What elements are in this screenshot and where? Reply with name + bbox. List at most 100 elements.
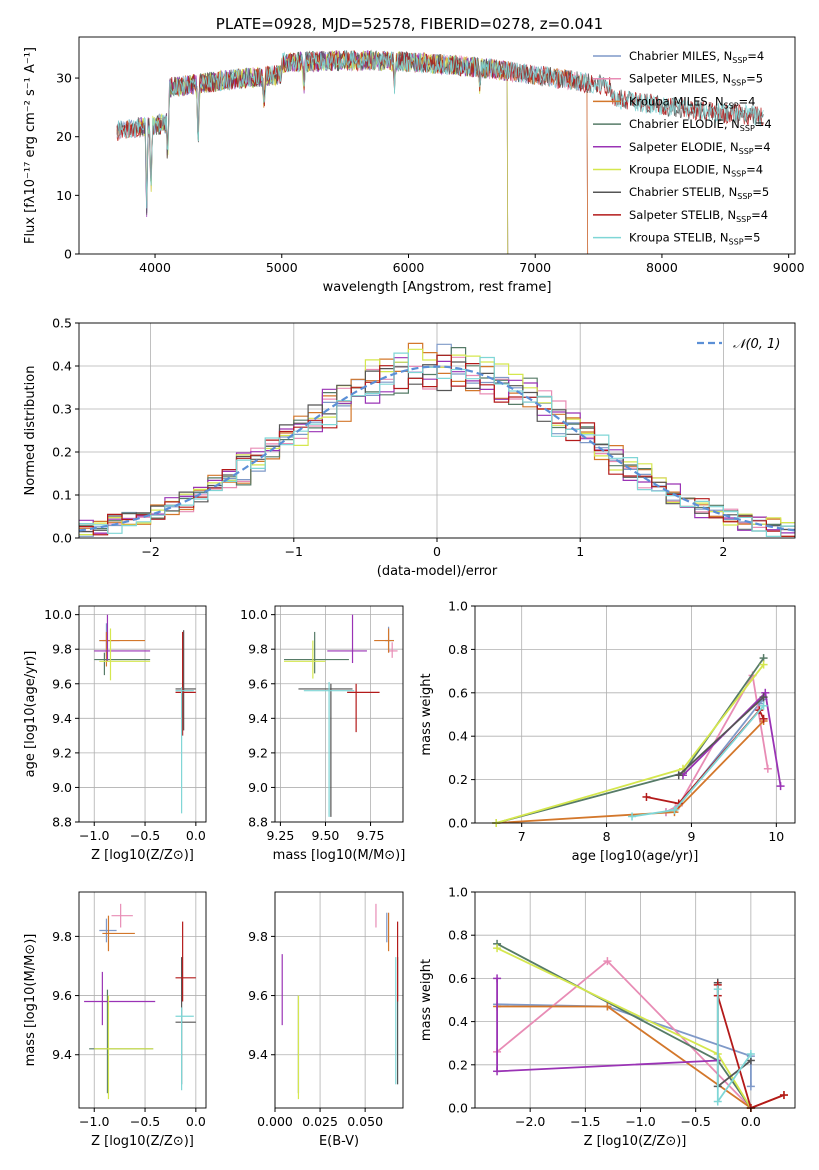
tick-label-y: 0.6 [448,971,468,986]
tick-label-x: −1.5 [570,1114,600,1129]
tick-label-y: 1.0 [448,599,468,614]
spectrum-legend: Chabrier MILES, NSSP=4 Salpeter MILES, NS… [593,49,772,247]
tick-label-y: 9.2 [52,745,72,760]
legend-entry: 𝒩(0, 1) [733,337,780,352]
axes-mass-vs-Z: −1.0 −0.5 0.0 9.4 9.6 9.8 Z [log10(Z/Z⊙)] mass … [23,891,207,1149]
tick-label-x: 4000 [139,260,171,275]
legend-entry: Salpeter STELIB, NSSP=4 [629,208,768,224]
tick-label-x: 2 [719,544,727,559]
tick-label-y: 0.0 [448,1101,468,1116]
weight-series [678,696,765,776]
tick-label-y: 9.2 [248,745,268,760]
tick-label-y: 0.0 [448,816,468,831]
weight-series [665,698,765,813]
axis-label-y: mass [log10(M/M⊙)] [23,934,38,1067]
tick-label-y: 9.4 [52,1047,72,1062]
tick-label-x: −2 [141,544,159,559]
tick-label-x: 0.0 [186,828,206,843]
axes-age-vs-mass: 9.25 9.50 9.75 8.8 9.0 9.2 9.4 9.6 9.8 10.0 mass [… [240,605,405,863]
weight-series [495,664,765,824]
tick-label-y: 10.0 [44,607,72,622]
legend-entry: Kroupa MILES, NSSP=4 [629,94,755,110]
axis-label-x: Z [log10(Z/Z⊙)] [584,1134,687,1149]
tick-label-y: 9.4 [248,711,268,726]
tick-label-y: 0.2 [448,1057,468,1072]
tick-label-y: 10.0 [240,607,268,622]
axis-label-x: Z [log10(Z/Z⊙)] [91,1134,194,1149]
tick-label-x: 8000 [646,260,678,275]
legend-entry: Chabrier ELODIE, NSSP=4 [629,117,772,133]
weight-series [716,982,752,1089]
histogram-series [79,352,795,537]
tick-label-x: −2.0 [515,1114,545,1129]
tick-label-y: 10 [56,188,72,203]
axes-frame [474,891,796,1109]
plot-area [84,903,196,1100]
tick-label-x: −1.0 [79,828,109,843]
axes-frame [474,605,796,824]
weight-series [496,959,752,1109]
tick-label-y: 9.4 [52,711,72,726]
tick-label-y: 0.2 [52,445,72,460]
axis-label-x: E(B-V) [319,1134,359,1149]
tick-label-y: 0.8 [448,642,468,657]
axis-label-y: age [log10(age/yr)] [23,651,38,778]
tick-label-y: 9.6 [248,988,268,1003]
axis-label-y: mass weight [419,959,434,1041]
tick-label-y: 9.6 [52,676,72,691]
axes-massweight-vs-Z: −2.0 −1.5 −1.0 −0.5 0.0 0.0 0.2 0.4 0.6 0.8 1.0 Z [… [419,885,796,1149]
tick-label-y: 9.6 [248,676,268,691]
tick-label-y: 0.4 [448,1014,468,1029]
plot-area [116,49,764,254]
tick-label-y: 9.0 [52,780,72,795]
axis-label-x: wavelength [Angstrom, rest frame] [323,280,552,295]
tick-label-x: 7 [518,829,526,844]
crosses-mass-vs-Z [84,903,196,1100]
tick-label-y: 9.0 [248,780,268,795]
tick-label-x: 0.0 [741,1114,761,1129]
tick-label-y: 1.0 [448,885,468,900]
weight-series [646,708,765,805]
weight-series [497,1003,752,1087]
tick-label-x: 10 [768,829,784,844]
axis-label-x: age [log10(age/yr)] [572,849,699,864]
crosses-age-vs-mass [284,614,398,817]
axes-spectrum: 4000 5000 6000 7000 8000 9000 0 10 20 30 wavelengt… [23,36,805,295]
weight-series [496,947,752,1109]
tick-label-y: 9.4 [248,1047,268,1062]
axis-label-x: Z [log10(Z/Z⊙)] [91,848,194,863]
tick-label-y: 0.8 [448,928,468,943]
tick-label-x: 0.025 [302,1114,338,1129]
tick-label-y: 9.6 [52,988,72,1003]
tick-label-x: 8 [603,829,611,844]
axes-frame [274,891,404,1109]
tick-label-x: −0.5 [130,828,160,843]
tick-label-y: 0.5 [52,316,72,331]
plot-area [94,614,196,814]
tick-label-y: 0.4 [448,729,468,744]
tick-label-y: 20 [56,129,72,144]
tick-label-x: 1 [576,544,584,559]
weight-series [495,657,765,824]
tick-label-y: 0.6 [448,685,468,700]
tick-label-x: −0.5 [130,1114,160,1129]
tick-label-x: 9.50 [312,828,340,843]
axes-residuals: −2 −1 0 1 2 0.0 0.1 0.2 0.3 0.4 0.5 (data-model)/er… [23,316,796,579]
tick-label-y: 0.4 [52,359,72,374]
tick-label-y: 0.1 [52,488,72,503]
tick-label-x: −1 [285,544,303,559]
tick-label-y: 9.8 [52,929,72,944]
chart-title: PLATE=0928, MJD=52578, FIBERID=0278, z=0… [216,15,603,33]
tick-label-x: 0 [433,544,441,559]
spectrum-series [116,50,764,209]
plot-area [492,654,785,827]
tick-label-x: 9 [687,829,695,844]
plot-area [79,342,795,537]
axes-frame [274,605,404,823]
tick-label-x: 0.000 [257,1114,293,1129]
tick-label-x: −1.0 [79,1114,109,1129]
plot-area [281,903,399,1100]
axis-label-y: Flux [fλ10⁻¹⁷ erg cm⁻² s⁻¹ A⁻¹] [23,47,38,244]
tick-label-y: 9.8 [248,642,268,657]
